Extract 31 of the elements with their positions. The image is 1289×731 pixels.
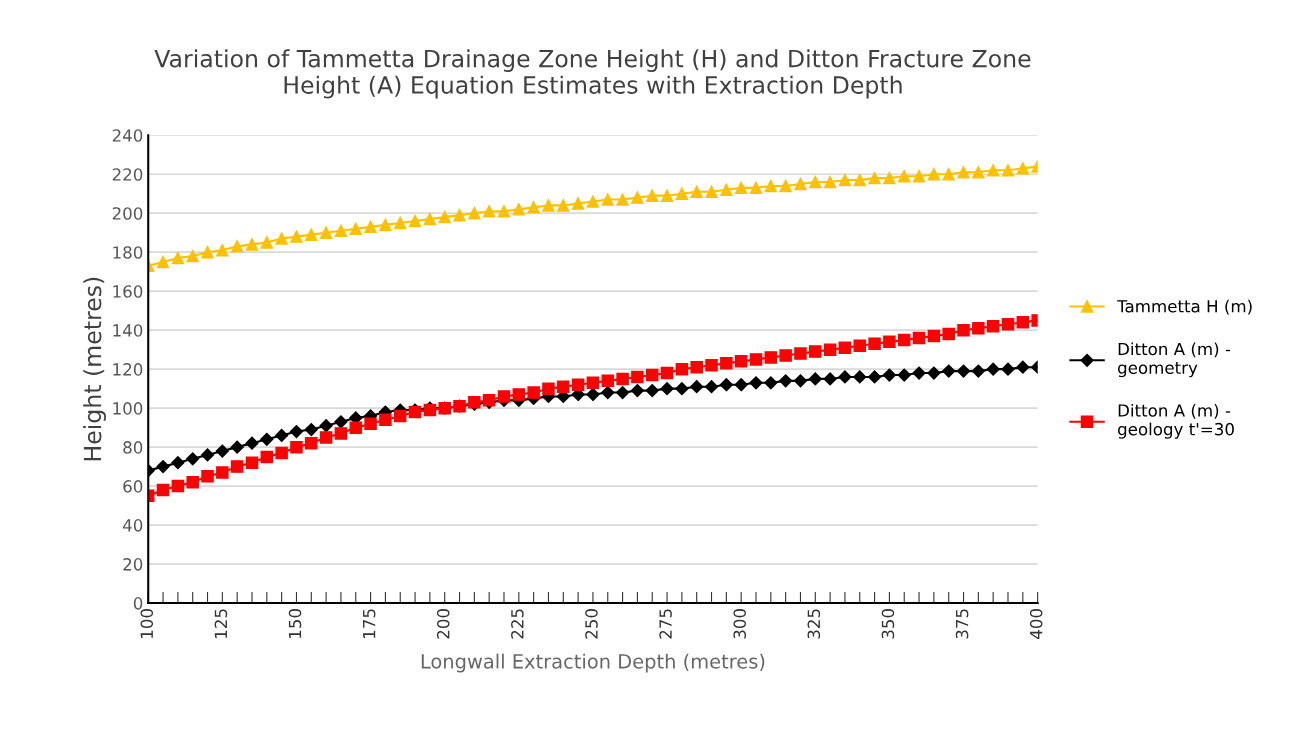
x-tick-label: 300 (733, 609, 747, 639)
x-axis-title: Longwall Extraction Depth (metres) (421, 653, 765, 673)
x-tick-label: 175 (363, 609, 376, 638)
y-tick-label: 200 (112, 207, 143, 220)
legend-label: Ditton A (m) - geology t'=30 (1118, 403, 1234, 439)
y-tick-label: 100 (113, 402, 143, 415)
x-tick-label: 125 (214, 609, 228, 638)
y-tick-label: 80 (123, 441, 143, 454)
y-axis-title: Height (metres) (83, 277, 107, 461)
x-tick-label: 375 (955, 609, 969, 639)
y-tick-label: 140 (113, 324, 143, 337)
legend-label: Ditton A (m) - geometry (1118, 342, 1231, 378)
y-tick-label: 240 (112, 129, 143, 142)
y-tick-label: 40 (122, 519, 143, 532)
x-tick-label: 275 (659, 609, 672, 639)
y-tick-label: 160 (113, 285, 143, 298)
x-tick-label: 400 (1029, 609, 1043, 639)
y-tick-label: 220 (112, 168, 143, 181)
x-tick-label: 250 (585, 609, 598, 639)
y-tick-label: 0 (133, 597, 143, 610)
legend-label: Tammetta H (m) (1117, 299, 1252, 315)
y-tick-label: 60 (123, 480, 143, 493)
x-tick-label: 325 (807, 609, 821, 639)
x-tick-label: 350 (881, 609, 895, 639)
y-tick-label: 120 (113, 363, 143, 376)
y-tick-label: 20 (123, 558, 143, 571)
x-tick-label: 200 (436, 609, 450, 639)
y-tick-label: 180 (113, 246, 143, 259)
x-tick-label: 225 (511, 609, 524, 639)
x-tick-label: 150 (288, 609, 302, 638)
chart-title: Variation of Tammetta Drainage Zone Height (H) and Ditton Fracture Zone Height (A) Equation Estimates with Extraction Depth (154, 49, 1031, 99)
